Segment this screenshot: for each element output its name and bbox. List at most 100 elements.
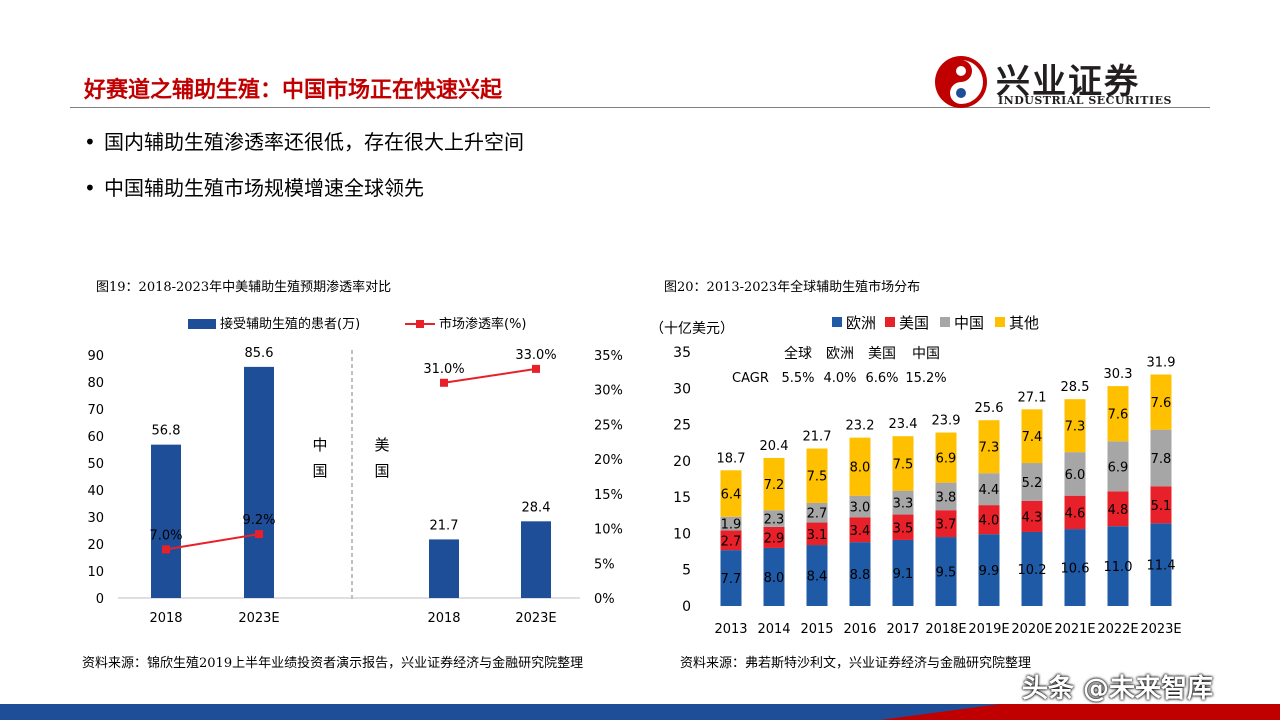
cagr-value: 6.6% <box>865 371 898 386</box>
brand-logo: 兴业证券 INDUSTRIAL SECURITIES <box>932 54 1192 110</box>
bar-segment <box>806 545 828 606</box>
y-tick-label: 60 <box>87 430 104 445</box>
bar-segment <box>935 537 957 606</box>
bar-segment <box>763 547 785 606</box>
bullet-2-text: 中国辅助生殖市场规模增速全球领先 <box>104 176 424 200</box>
y-tick-label: 10 <box>87 565 104 580</box>
cagr-header: 欧洲 <box>826 346 854 362</box>
segment-value-label: 10.2 <box>1018 563 1047 578</box>
bar-value-label: 85.6 <box>245 346 274 361</box>
segment-value-label: 7.3 <box>1065 420 1086 435</box>
segment-value-label: 3.8 <box>936 490 957 505</box>
y2-tick-label: 20% <box>594 453 623 468</box>
bar-segment <box>1064 495 1086 530</box>
segment-value-label: 2.9 <box>764 531 785 546</box>
segment-value-label: 2.7 <box>807 507 828 522</box>
bar-segment <box>892 514 914 540</box>
segment-value-label: 7.6 <box>1151 396 1172 411</box>
y2-tick-label: 15% <box>594 488 623 503</box>
logo-text-en: INDUSTRIAL SECURITIES <box>998 94 1172 107</box>
y2-tick-label: 35% <box>594 349 623 364</box>
segment-value-label: 5.2 <box>1022 476 1043 491</box>
segment-value-label: 4.3 <box>1022 510 1043 525</box>
bar-patients <box>244 366 274 598</box>
segment-value-label: 6.4 <box>721 488 742 503</box>
y2-tick-label: 0% <box>594 592 615 607</box>
x-tick-label: 2021E <box>1054 622 1095 637</box>
bar-segment <box>1150 429 1172 487</box>
bullet-dot-icon: • <box>84 176 96 200</box>
segment-value-label: 5.1 <box>1151 499 1172 514</box>
bar-segment <box>1107 386 1129 442</box>
total-value-label: 23.4 <box>889 417 918 432</box>
rate-value-label: 31.0% <box>423 362 464 377</box>
bar-segment <box>720 516 742 531</box>
bar-segment <box>1150 523 1172 606</box>
cagr-value: 15.2% <box>905 371 946 386</box>
bar-segment <box>978 473 1000 506</box>
bar-patients <box>429 539 459 598</box>
rate-point <box>255 530 263 539</box>
segment-value-label: 7.5 <box>893 457 914 472</box>
legend-label: 欧洲 <box>846 314 876 332</box>
bar-segment <box>1150 374 1172 430</box>
total-value-label: 21.7 <box>803 430 832 445</box>
bar-segment <box>806 448 828 503</box>
legend-swatch <box>940 317 950 327</box>
legend-label: 中国 <box>954 314 984 332</box>
segment-value-label: 3.3 <box>893 497 914 512</box>
chart1-legend: 接受辅助生殖的患者(万) 市场渗透率(%) <box>188 316 527 332</box>
legend-swatch <box>995 317 1005 327</box>
cagr-value: 5.5% <box>781 371 814 386</box>
legend-swatch <box>832 317 842 327</box>
legend-label-patients: 接受辅助生殖的患者(万) <box>220 316 360 332</box>
x-tick-label: 2015 <box>800 622 833 637</box>
cagr-header: 中国 <box>912 346 940 362</box>
segment-value-label: 11.4 <box>1147 559 1176 574</box>
segment-value-label: 7.4 <box>1022 430 1043 445</box>
bar-segment <box>720 530 742 551</box>
total-value-label: 27.1 <box>1018 390 1047 405</box>
segment-value-label: 3.4 <box>850 524 871 539</box>
segment-value-label: 7.8 <box>1151 452 1172 467</box>
x-tick-label: 2019E <box>968 622 1009 637</box>
bar-segment <box>849 517 871 543</box>
title-divider <box>70 107 1210 108</box>
legend-marker-rate <box>416 320 424 328</box>
segment-value-label: 9.5 <box>936 566 957 581</box>
group-label-china: 中国 <box>312 436 327 480</box>
segment-value-label: 3.7 <box>936 518 957 533</box>
segment-value-label: 10.6 <box>1061 562 1090 577</box>
bar-value-label: 21.7 <box>430 518 459 533</box>
segment-value-label: 8.8 <box>850 568 871 583</box>
x-tick-label: 2023E <box>515 611 556 626</box>
y-tick-label: 0 <box>96 592 104 607</box>
bullet-dot-icon: • <box>84 130 96 154</box>
segment-value-label: 3.0 <box>850 501 871 516</box>
y-tick-label: 30 <box>87 511 104 526</box>
segment-value-label: 4.4 <box>979 483 1000 498</box>
segment-value-label: 7.2 <box>764 478 785 493</box>
segment-value-label: 3.5 <box>893 521 914 536</box>
bar-segment <box>935 482 957 511</box>
x-tick-label: 2018 <box>149 611 182 626</box>
rate-value-label: 7.0% <box>149 528 182 543</box>
y-tick-label: 20 <box>673 454 691 470</box>
cagr-label: CAGR <box>732 371 769 386</box>
x-tick-label: 2020E <box>1011 622 1052 637</box>
y-tick-label: 90 <box>87 349 104 364</box>
segment-value-label: 6.9 <box>1108 460 1129 475</box>
bar-segment <box>892 539 914 606</box>
y-tick-label: 70 <box>87 403 104 418</box>
y-tick-label: 20 <box>87 538 104 553</box>
segment-value-label: 7.7 <box>721 572 742 587</box>
bar-segment <box>1021 463 1043 501</box>
bullet-2: • 中国辅助生殖市场规模增速全球领先 <box>84 172 424 201</box>
legend-swatch-patients <box>188 319 216 329</box>
bar-segment <box>1150 486 1172 524</box>
cagr-value: 4.0% <box>823 371 856 386</box>
legend-label: 其他 <box>1009 314 1039 332</box>
logo-text-cn: 兴业证券 <box>996 62 1140 102</box>
bar-segment <box>763 457 785 511</box>
